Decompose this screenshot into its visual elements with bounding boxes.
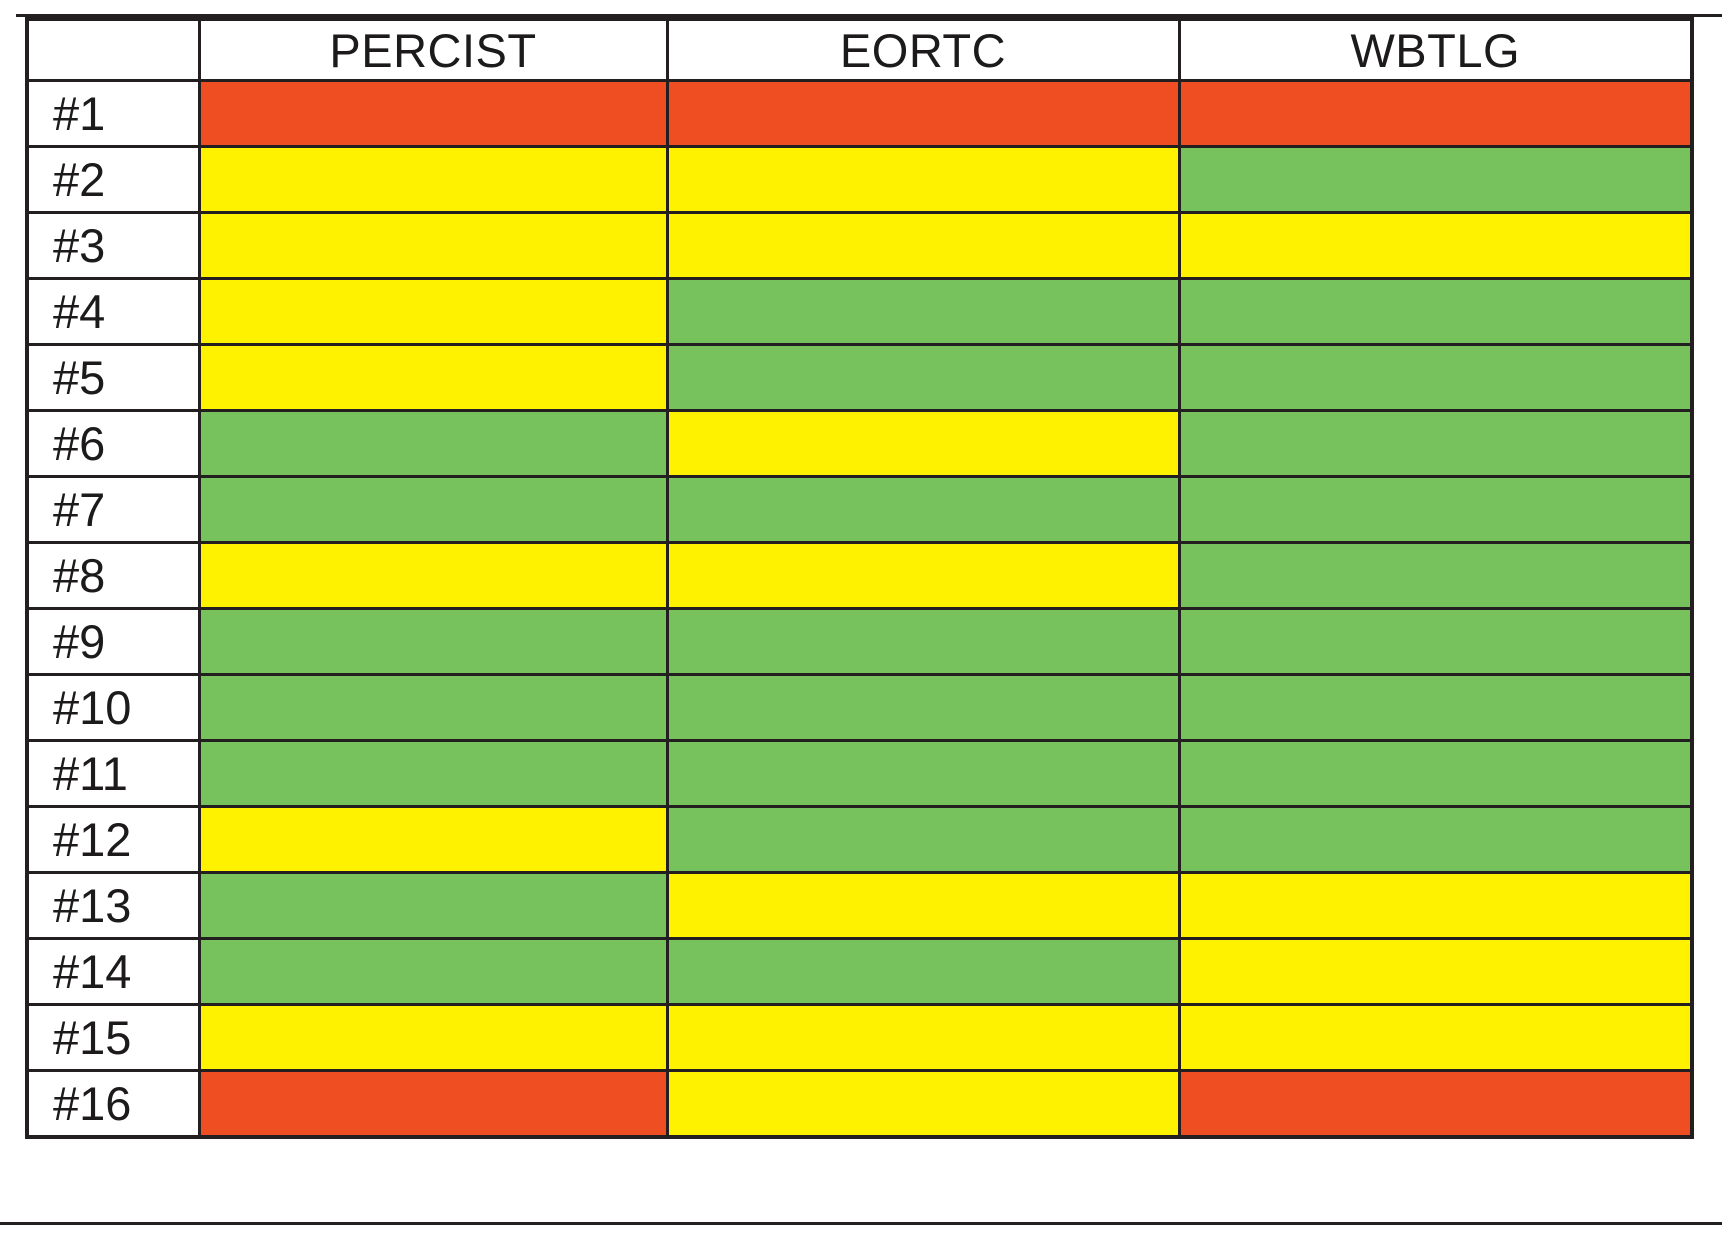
cell-12-eortc xyxy=(665,805,1181,874)
cell-10-percist xyxy=(197,673,669,742)
cell-8-percist xyxy=(197,541,669,610)
cell-5-percist xyxy=(197,343,669,412)
cell-12-wbtlg xyxy=(1177,805,1694,874)
cell-8-wbtlg xyxy=(1177,541,1694,610)
table-header: PERCIST EORTC WBTLG xyxy=(25,17,1694,82)
cell-4-percist xyxy=(197,277,669,346)
response-criteria-comparison-table: PERCIST EORTC WBTLG #1 #2 #3 #4 #5 #6 #7 #8 #9 #1… xyxy=(25,17,1694,1139)
cell-11-eortc xyxy=(665,739,1181,808)
row-label: #4 xyxy=(25,277,201,346)
cell-6-eortc xyxy=(665,409,1181,478)
cell-1-percist xyxy=(197,79,669,148)
cell-3-wbtlg xyxy=(1177,211,1694,280)
table-row: #4 xyxy=(25,277,1694,346)
row-label: #3 xyxy=(25,211,201,280)
row-label: #10 xyxy=(25,673,201,742)
cell-7-percist xyxy=(197,475,669,544)
table-row: #13 xyxy=(25,871,1694,940)
cell-10-wbtlg xyxy=(1177,673,1694,742)
cell-1-eortc xyxy=(665,79,1181,148)
row-label: #6 xyxy=(25,409,201,478)
cell-11-wbtlg xyxy=(1177,739,1694,808)
cell-4-wbtlg xyxy=(1177,277,1694,346)
cell-7-eortc xyxy=(665,475,1181,544)
row-label: #15 xyxy=(25,1003,201,1072)
corner-cell xyxy=(25,17,201,82)
top-divider-rule xyxy=(16,14,1722,17)
cell-4-eortc xyxy=(665,277,1181,346)
bottom-divider-rule xyxy=(0,1222,1722,1225)
cell-14-eortc xyxy=(665,937,1181,1006)
cell-13-wbtlg xyxy=(1177,871,1694,940)
cell-2-wbtlg xyxy=(1177,145,1694,214)
column-header-wbtlg: WBTLG xyxy=(1177,17,1694,82)
cell-13-eortc xyxy=(665,871,1181,940)
cell-16-wbtlg xyxy=(1177,1069,1694,1138)
cell-5-wbtlg xyxy=(1177,343,1694,412)
table-row: #15 xyxy=(25,1003,1694,1072)
row-label: #7 xyxy=(25,475,201,544)
cell-16-percist xyxy=(197,1069,669,1138)
table-row: #16 xyxy=(25,1069,1694,1138)
cell-1-wbtlg xyxy=(1177,79,1694,148)
cell-8-eortc xyxy=(665,541,1181,610)
cell-9-wbtlg xyxy=(1177,607,1694,676)
row-label: #11 xyxy=(25,739,201,808)
header-row: PERCIST EORTC WBTLG xyxy=(25,17,1694,82)
cell-15-eortc xyxy=(665,1003,1181,1072)
cell-3-eortc xyxy=(665,211,1181,280)
cell-2-percist xyxy=(197,145,669,214)
cell-10-eortc xyxy=(665,673,1181,742)
cell-16-eortc xyxy=(665,1069,1181,1138)
table-row: #9 xyxy=(25,607,1694,676)
row-label: #13 xyxy=(25,871,201,940)
cell-15-wbtlg xyxy=(1177,1003,1694,1072)
cell-9-percist xyxy=(197,607,669,676)
cell-11-percist xyxy=(197,739,669,808)
cell-13-percist xyxy=(197,871,669,940)
cell-6-wbtlg xyxy=(1177,409,1694,478)
cell-6-percist xyxy=(197,409,669,478)
table-row: #5 xyxy=(25,343,1694,412)
row-label: #9 xyxy=(25,607,201,676)
table-row: #3 xyxy=(25,211,1694,280)
table-row: #7 xyxy=(25,475,1694,544)
cell-3-percist xyxy=(197,211,669,280)
cell-14-wbtlg xyxy=(1177,937,1694,1006)
table-row: #12 xyxy=(25,805,1694,874)
column-header-percist: PERCIST xyxy=(197,17,669,82)
cell-7-wbtlg xyxy=(1177,475,1694,544)
cell-2-eortc xyxy=(665,145,1181,214)
table-body: #1 #2 #3 #4 #5 #6 #7 #8 #9 #10 #11 #12 #13 #14 #15 #16 xyxy=(25,79,1694,1138)
table-row: #2 xyxy=(25,145,1694,214)
cell-14-percist xyxy=(197,937,669,1006)
table-row: #6 xyxy=(25,409,1694,478)
table-row: #10 xyxy=(25,673,1694,742)
table-row: #1 xyxy=(25,79,1694,148)
row-label: #12 xyxy=(25,805,201,874)
cell-15-percist xyxy=(197,1003,669,1072)
row-label: #1 xyxy=(25,79,201,148)
cell-9-eortc xyxy=(665,607,1181,676)
row-label: #2 xyxy=(25,145,201,214)
table-row: #14 xyxy=(25,937,1694,1006)
row-label: #5 xyxy=(25,343,201,412)
cell-12-percist xyxy=(197,805,669,874)
row-label: #8 xyxy=(25,541,201,610)
table-row: #8 xyxy=(25,541,1694,610)
row-label: #16 xyxy=(25,1069,201,1138)
table-row: #11 xyxy=(25,739,1694,808)
column-header-eortc: EORTC xyxy=(665,17,1181,82)
cell-5-eortc xyxy=(665,343,1181,412)
row-label: #14 xyxy=(25,937,201,1006)
